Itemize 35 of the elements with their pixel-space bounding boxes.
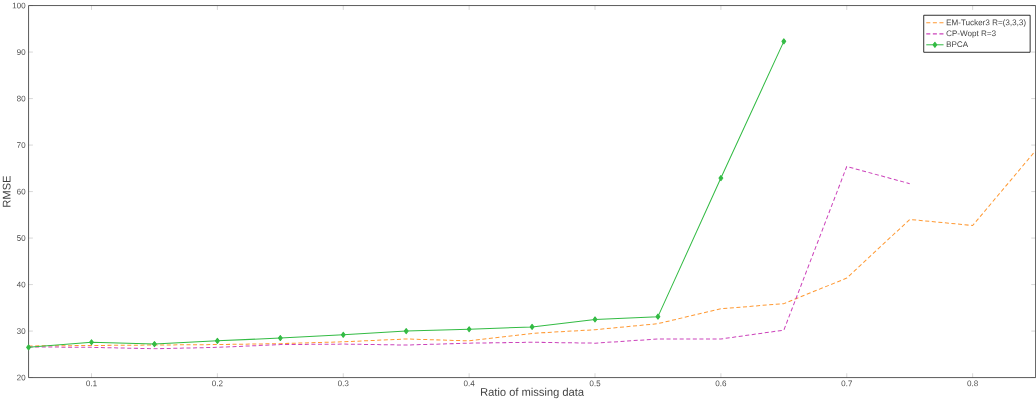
- point: [781, 38, 787, 45]
- x-tick-label: 0.4: [463, 380, 475, 387]
- point: [340, 331, 346, 338]
- point: [89, 339, 94, 346]
- x-tick-label: 0.5: [589, 380, 601, 387]
- legend-label: CP-Wopt R=3: [946, 30, 996, 38]
- x-axis-title: Ratio of missing data: [481, 387, 585, 399]
- point: [718, 175, 724, 182]
- point: [152, 341, 157, 348]
- x-tick-label: 0.3: [337, 380, 349, 387]
- y-axis-title: RMSE: [2, 176, 11, 207]
- point: [403, 328, 409, 335]
- point: [26, 344, 31, 351]
- y-tick-label: 70: [17, 142, 26, 149]
- y-tick-label: 90: [17, 49, 26, 56]
- x-tick-label: 0.7: [841, 380, 852, 387]
- y-tick-label: 60: [17, 188, 26, 195]
- y-tick-label: 100: [12, 2, 26, 9]
- x-tick-label: 0.6: [715, 380, 727, 387]
- point: [592, 316, 598, 323]
- point: [529, 323, 535, 331]
- y-tick-label: 80: [17, 95, 26, 102]
- x-tick-label: 0.1: [86, 380, 97, 387]
- point: [655, 313, 661, 320]
- legend-label: EM-Tucker3 R=(3,3,3): [946, 19, 1026, 27]
- y-tick-label: 40: [16, 281, 26, 288]
- y-tick-label: 30: [16, 328, 26, 335]
- y-tick-label: 50: [16, 235, 26, 242]
- point: [214, 337, 220, 344]
- point: [277, 335, 283, 342]
- point: [466, 326, 472, 333]
- y-tick-label: 20: [17, 374, 26, 381]
- x-tick-label: 0.2: [212, 380, 223, 387]
- legend-label: BPCA: [946, 41, 969, 48]
- x-tick-label: 0.8: [967, 380, 978, 387]
